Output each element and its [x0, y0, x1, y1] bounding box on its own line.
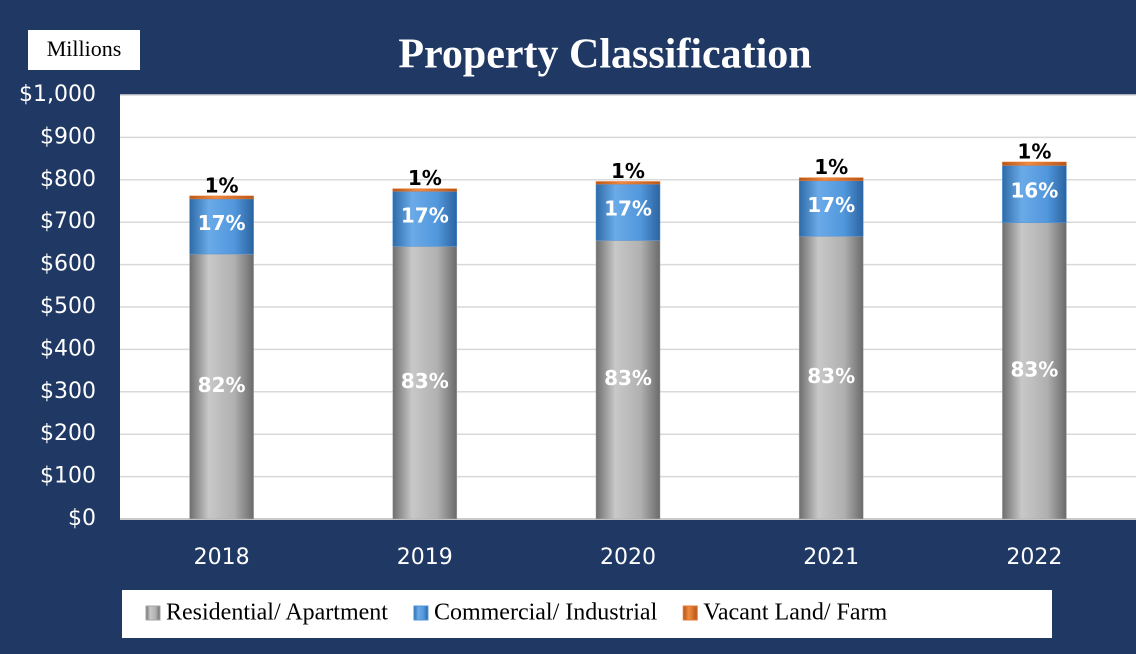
- bar-segment: [189, 195, 254, 200]
- y-tick-label: $200: [40, 421, 96, 446]
- bar-segment: [189, 253, 254, 520]
- unit-box: [28, 30, 140, 70]
- data-label: 1%: [814, 155, 848, 179]
- legend-swatch: [682, 605, 698, 621]
- data-label: 16%: [1010, 179, 1058, 203]
- data-label: 1%: [611, 159, 645, 183]
- data-label: 82%: [198, 373, 246, 397]
- bar-segment: [1002, 161, 1067, 166]
- data-label: 83%: [1010, 357, 1058, 381]
- bar-segment: [392, 246, 458, 520]
- bar-segment: [798, 235, 864, 520]
- legend-label: Vacant Land/ Farm: [703, 600, 887, 626]
- bar-segment: [392, 188, 458, 192]
- data-label: 1%: [1017, 139, 1051, 163]
- legend-label: Commercial/ Industrial: [434, 600, 658, 626]
- y-tick-label: $900: [40, 124, 96, 149]
- x-tick-label: 2019: [397, 545, 453, 570]
- y-tick-label: $700: [40, 209, 96, 234]
- legend-label: Residential/ Apartment: [166, 600, 388, 626]
- legend-swatch: [145, 605, 161, 621]
- y-tick-label: $500: [40, 294, 96, 319]
- data-label: 83%: [604, 366, 652, 390]
- data-label: 17%: [198, 211, 246, 235]
- x-tick-label: 2020: [600, 545, 656, 570]
- chart-title: Property Classification: [398, 32, 811, 78]
- bar-segment: [798, 177, 864, 181]
- x-tick-label: 2022: [1006, 545, 1062, 570]
- y-tick-label: $300: [40, 379, 96, 404]
- x-tick-label: 2018: [194, 545, 250, 570]
- y-tick-label: $800: [40, 167, 96, 192]
- data-label: 17%: [401, 203, 449, 227]
- data-label: 1%: [205, 173, 239, 197]
- x-tick-label: 2021: [803, 545, 859, 570]
- bar-segment: [595, 181, 661, 185]
- legend: [122, 590, 1052, 638]
- bar-segment: [1002, 222, 1067, 520]
- y-tick-label: $400: [40, 336, 96, 361]
- data-label: 1%: [408, 166, 442, 190]
- data-label: 83%: [401, 369, 449, 393]
- data-label: 17%: [807, 193, 855, 217]
- y-tick-label: $600: [40, 252, 96, 277]
- y-tick-label: $1,000: [19, 82, 96, 107]
- legend-swatch: [413, 605, 429, 621]
- y-tick-label: $0: [68, 506, 96, 531]
- bar-segment: [1002, 165, 1067, 223]
- bar-segment: [392, 190, 458, 247]
- y-tick-label: $100: [40, 464, 96, 489]
- unit-label: Millions: [47, 36, 122, 61]
- data-label: 17%: [604, 197, 652, 221]
- bar-segment: [798, 180, 864, 237]
- data-label: 83%: [807, 364, 855, 388]
- bar-segment: [189, 198, 254, 255]
- bar-segment: [595, 240, 661, 520]
- bar-segment: [595, 183, 661, 241]
